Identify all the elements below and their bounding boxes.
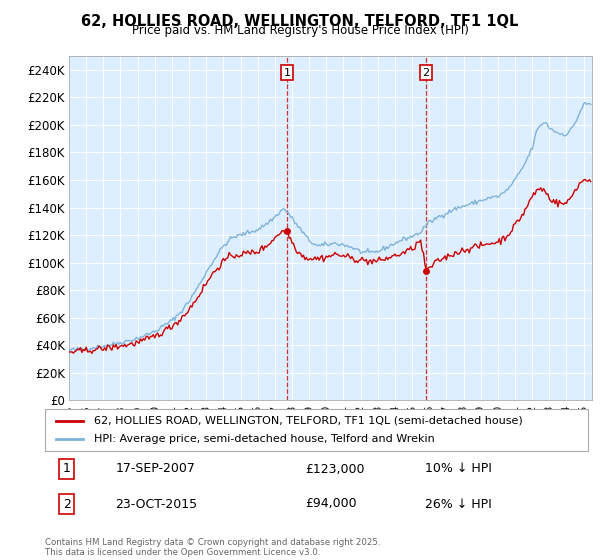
Text: £94,000: £94,000 — [305, 497, 357, 511]
Text: £123,000: £123,000 — [305, 463, 365, 475]
Text: 1: 1 — [63, 463, 71, 475]
Text: Contains HM Land Registry data © Crown copyright and database right 2025.
This d: Contains HM Land Registry data © Crown c… — [45, 538, 380, 557]
Text: 10% ↓ HPI: 10% ↓ HPI — [425, 463, 492, 475]
Text: 17-SEP-2007: 17-SEP-2007 — [116, 463, 196, 475]
Text: Price paid vs. HM Land Registry's House Price Index (HPI): Price paid vs. HM Land Registry's House … — [131, 24, 469, 36]
Text: 26% ↓ HPI: 26% ↓ HPI — [425, 497, 492, 511]
Text: 1: 1 — [284, 68, 291, 77]
Text: 62, HOLLIES ROAD, WELLINGTON, TELFORD, TF1 1QL: 62, HOLLIES ROAD, WELLINGTON, TELFORD, T… — [82, 14, 518, 29]
Text: 2: 2 — [63, 497, 71, 511]
Text: 2: 2 — [422, 68, 430, 77]
Text: HPI: Average price, semi-detached house, Telford and Wrekin: HPI: Average price, semi-detached house,… — [94, 434, 434, 444]
Text: 62, HOLLIES ROAD, WELLINGTON, TELFORD, TF1 1QL (semi-detached house): 62, HOLLIES ROAD, WELLINGTON, TELFORD, T… — [94, 416, 523, 426]
Text: 23-OCT-2015: 23-OCT-2015 — [116, 497, 198, 511]
